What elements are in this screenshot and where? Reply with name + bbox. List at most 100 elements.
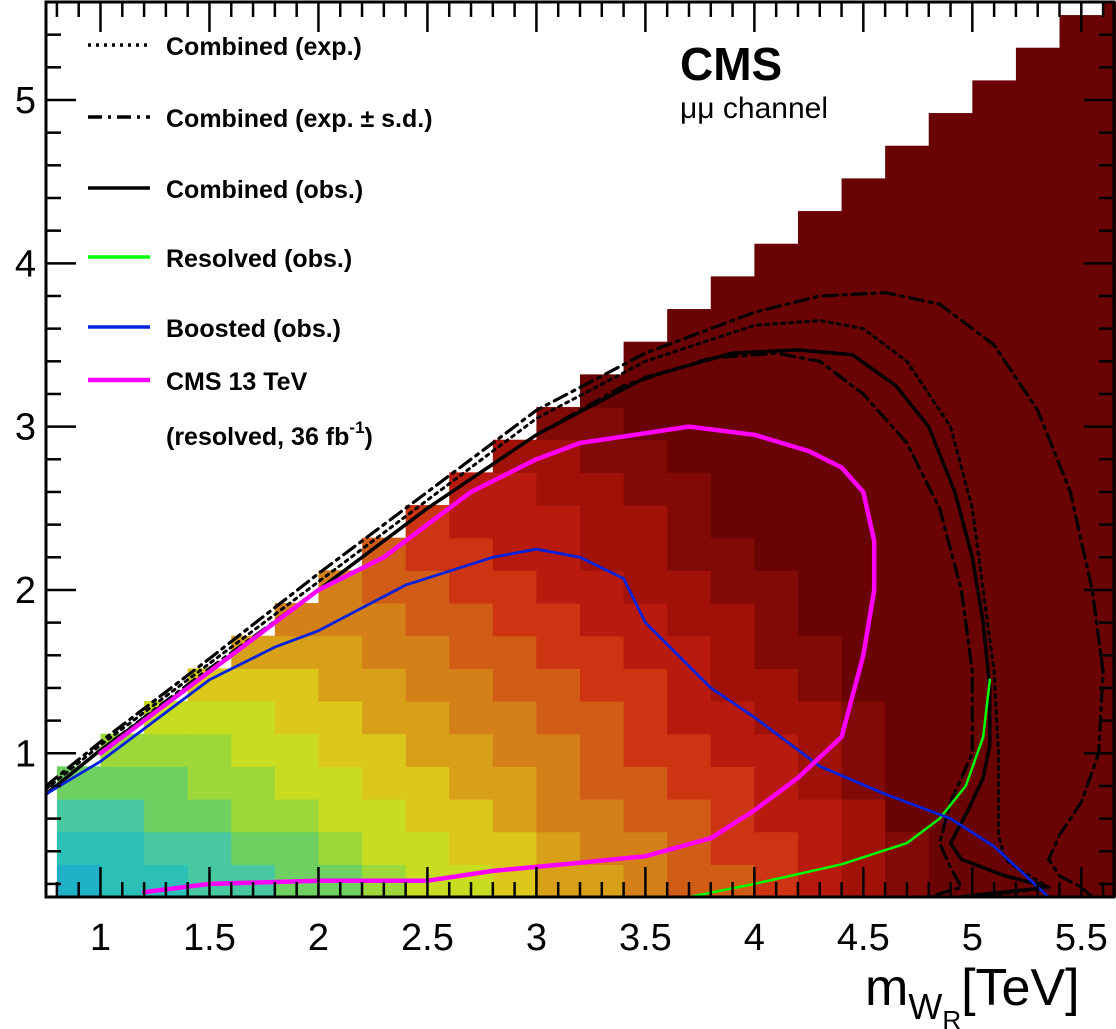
legend-label-cms13-line2: (resolved, 36 fb-1) (166, 418, 373, 451)
heatmap-cell (231, 766, 276, 800)
heatmap-cell (972, 113, 1017, 147)
heatmap-cell (1059, 701, 1104, 735)
legend-label-exp: Combined (exp.) (166, 33, 362, 61)
heatmap-cell (623, 505, 668, 539)
heatmap-cell (1059, 668, 1104, 702)
x-tick-label: 3 (526, 917, 547, 959)
heatmap-cell (972, 472, 1017, 506)
heatmap-cell (754, 603, 799, 637)
heatmap-cell (928, 570, 973, 604)
heatmap-cell (841, 603, 886, 637)
heatmap-cell (318, 635, 363, 669)
x-axis-title-main: m (865, 959, 908, 1017)
heatmap-cell (710, 603, 755, 637)
heatmap-cell (667, 668, 712, 702)
heatmap-cell (580, 635, 625, 669)
heatmap-cell (1015, 113, 1061, 147)
heatmap-cell (710, 472, 755, 506)
heatmap-cell (841, 668, 886, 702)
heatmap-cell (231, 668, 276, 702)
curve-resolved (687, 678, 992, 897)
heatmap-cell (580, 439, 625, 473)
heatmap-cell (492, 831, 538, 865)
heatmap-cell (580, 603, 625, 637)
heatmap-cell (928, 178, 973, 212)
heatmap-cell (1015, 635, 1061, 669)
heatmap-cell (318, 733, 363, 767)
heatmap-cell (1059, 243, 1104, 277)
heatmap-cell (972, 145, 1017, 179)
heatmap-cell (100, 799, 145, 833)
heatmap-cell (1015, 831, 1061, 865)
heatmap-cell (492, 603, 538, 637)
x-tick-label: 4.5 (837, 917, 890, 959)
x-tick-label: 5.5 (1055, 917, 1108, 959)
heatmap-cell (928, 635, 973, 669)
heatmap-cell (449, 505, 494, 539)
heatmap-cell (580, 537, 625, 571)
heatmap-cell (623, 668, 668, 702)
heatmap-cell (580, 701, 625, 735)
heatmap-cell (797, 570, 843, 604)
heatmap-cell (885, 701, 930, 735)
heatmap-cell (710, 668, 755, 702)
heatmap-cell (885, 799, 930, 833)
heatmap-cell (492, 505, 538, 539)
heatmap-cell (56, 831, 102, 865)
heatmap-cell (187, 733, 232, 767)
heatmap-cell (972, 701, 1017, 735)
heatmap-cell (623, 701, 668, 735)
heatmap-cell (536, 570, 581, 604)
heatmap-cell (1059, 570, 1104, 604)
heatmap-cell (100, 831, 145, 865)
heatmap-cell (405, 603, 450, 637)
heatmap-cell (492, 570, 538, 604)
heatmap-cell (797, 341, 843, 375)
heatmap-cell (710, 635, 755, 669)
heatmap-cell (144, 733, 189, 767)
heatmap-cell (449, 570, 494, 604)
heatmap-cell (972, 80, 1017, 114)
heatmap-cell (885, 374, 930, 408)
heatmap-cell (667, 570, 712, 604)
heatmap-cell (841, 243, 886, 277)
heatmap-cell (797, 472, 843, 506)
heatmap-cell (972, 178, 1017, 212)
heatmap-cell (754, 570, 799, 604)
heatmap-cell (580, 505, 625, 539)
heatmap-cell (710, 439, 755, 473)
heatmap-cell (405, 701, 450, 735)
heatmap-cell (972, 243, 1017, 277)
heatmap-cell (797, 799, 843, 833)
legend-label-obs: Combined (obs.) (166, 176, 363, 204)
heatmap-cell (667, 733, 712, 767)
heatmap-cell (972, 374, 1017, 408)
heatmap-cell (885, 407, 930, 441)
x-axis-title: mWR[TeV] (865, 959, 1080, 1029)
heatmap-cell (623, 603, 668, 637)
heatmap-cell (928, 733, 973, 767)
heatmap-cell (187, 831, 232, 865)
heatmap-cell (797, 701, 843, 735)
heatmap-cell (623, 799, 668, 833)
heatmap-cell (536, 505, 581, 539)
heatmap-cell (710, 505, 755, 539)
heatmap-cell (100, 766, 145, 800)
heatmap-cell (885, 733, 930, 767)
heatmap-cell (536, 799, 581, 833)
heatmap-cell (274, 668, 320, 702)
heatmap-cell (318, 668, 363, 702)
heatmap-cell (536, 733, 581, 767)
heatmap-cell (1059, 178, 1104, 212)
heatmap-cell (362, 570, 407, 604)
heatmap-cell (667, 799, 712, 833)
heatmap-cell (1059, 733, 1104, 767)
heatmap-cell (231, 831, 276, 865)
x-tick-label: 3.5 (619, 917, 672, 959)
heatmap-cell (754, 505, 799, 539)
heatmap-cell (885, 341, 930, 375)
heatmap-cell (841, 537, 886, 571)
heatmap-cell (885, 505, 930, 539)
heatmap-cell (885, 145, 930, 179)
heatmap-cell (797, 243, 843, 277)
